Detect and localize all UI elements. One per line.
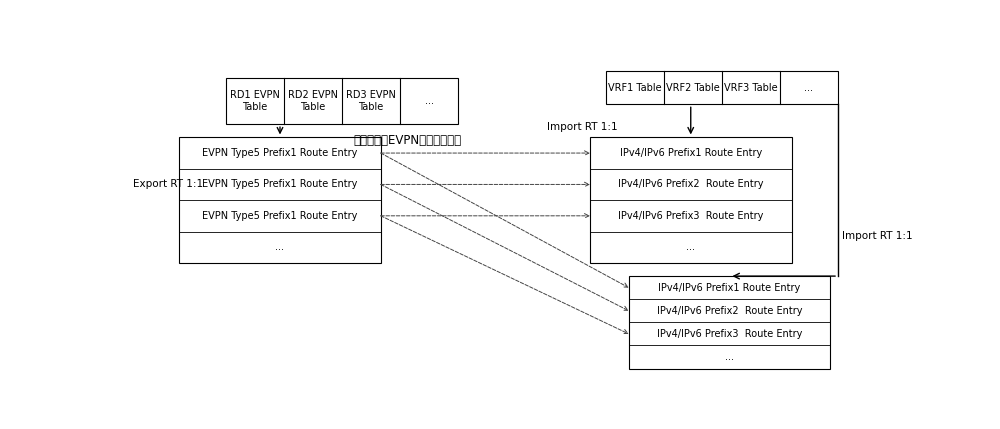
- Text: IPv4/IPv6 Prefix1 Route Entry: IPv4/IPv6 Prefix1 Route Entry: [620, 148, 762, 158]
- Text: IPv4/IPv6 Prefix2  Route Entry: IPv4/IPv6 Prefix2 Route Entry: [657, 306, 802, 316]
- Text: IPv4/IPv6 Prefix3  Route Entry: IPv4/IPv6 Prefix3 Route Entry: [618, 211, 763, 221]
- Text: RD3 EVPN
Table: RD3 EVPN Table: [346, 90, 396, 112]
- Text: IPv4/IPv6 Prefix1 Route Entry: IPv4/IPv6 Prefix1 Route Entry: [658, 283, 801, 293]
- Text: Export RT 1:1: Export RT 1:1: [133, 178, 203, 189]
- Text: VRF3 Table: VRF3 Table: [724, 83, 778, 93]
- Bar: [226, 78, 458, 124]
- Text: ...: ...: [686, 242, 695, 252]
- Text: ...: ...: [725, 352, 734, 362]
- Text: EVPN Type5 Prefix1 Route Entry: EVPN Type5 Prefix1 Route Entry: [202, 148, 358, 158]
- Text: 远端学习的EVPN路由导入小表: 远端学习的EVPN路由导入小表: [354, 134, 462, 147]
- Text: ...: ...: [276, 242, 285, 252]
- Text: EVPN Type5 Prefix1 Route Entry: EVPN Type5 Prefix1 Route Entry: [202, 211, 358, 221]
- Text: ...: ...: [425, 96, 434, 106]
- Bar: [179, 137, 381, 263]
- Bar: [629, 276, 830, 369]
- Text: ...: ...: [804, 83, 813, 93]
- Text: RD2 EVPN
Table: RD2 EVPN Table: [288, 90, 338, 112]
- Text: IPv4/IPv6 Prefix2  Route Entry: IPv4/IPv6 Prefix2 Route Entry: [618, 179, 764, 190]
- Text: VRF1 Table: VRF1 Table: [608, 83, 661, 93]
- Text: VRF2 Table: VRF2 Table: [666, 83, 720, 93]
- Text: RD1 EVPN
Table: RD1 EVPN Table: [230, 90, 280, 112]
- Bar: [606, 71, 838, 104]
- Text: Import RT 1:1: Import RT 1:1: [547, 122, 618, 133]
- Text: IPv4/IPv6 Prefix3  Route Entry: IPv4/IPv6 Prefix3 Route Entry: [657, 329, 802, 339]
- Bar: [590, 137, 792, 263]
- Text: EVPN Type5 Prefix1 Route Entry: EVPN Type5 Prefix1 Route Entry: [202, 179, 358, 190]
- Text: Import RT 1:1: Import RT 1:1: [842, 232, 912, 242]
